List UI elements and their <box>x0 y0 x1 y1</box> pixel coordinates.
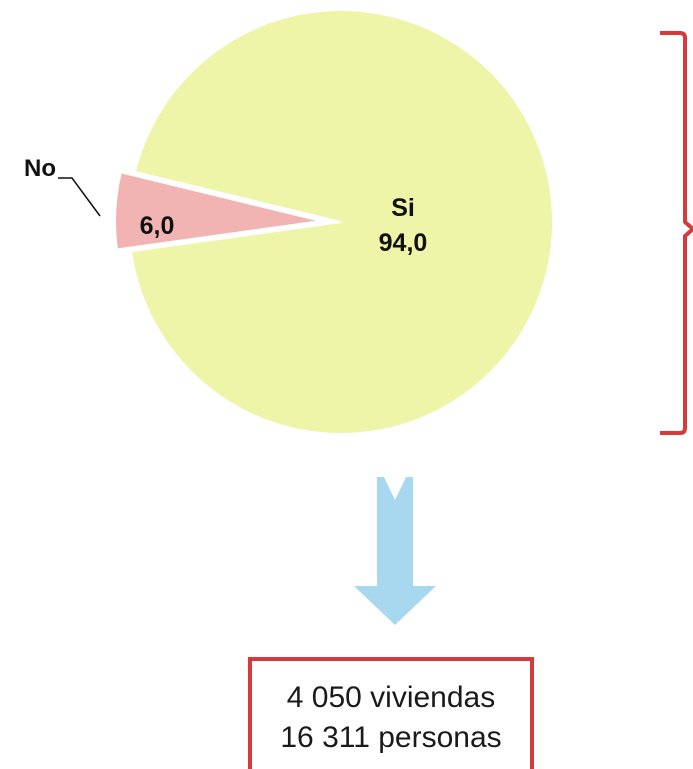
summary-box: 4 050 viviendas 16 311 personas <box>248 657 534 769</box>
slice-category-label-si: Si <box>391 194 415 222</box>
callout-leader-line <box>58 177 101 217</box>
pie-slice-no <box>114 171 322 251</box>
slice-value-label-si: 94,0 <box>379 229 428 257</box>
slice-category-label-no: No <box>24 155 56 182</box>
right-brace <box>660 31 693 435</box>
slice-value-label-no: 6,0 <box>140 212 175 240</box>
summary-persons: 16 311 personas <box>280 721 502 754</box>
summary-dwellings: 4 050 viviendas <box>286 681 496 714</box>
pie-slice-si <box>129 9 554 435</box>
down-arrow-icon <box>354 477 436 625</box>
